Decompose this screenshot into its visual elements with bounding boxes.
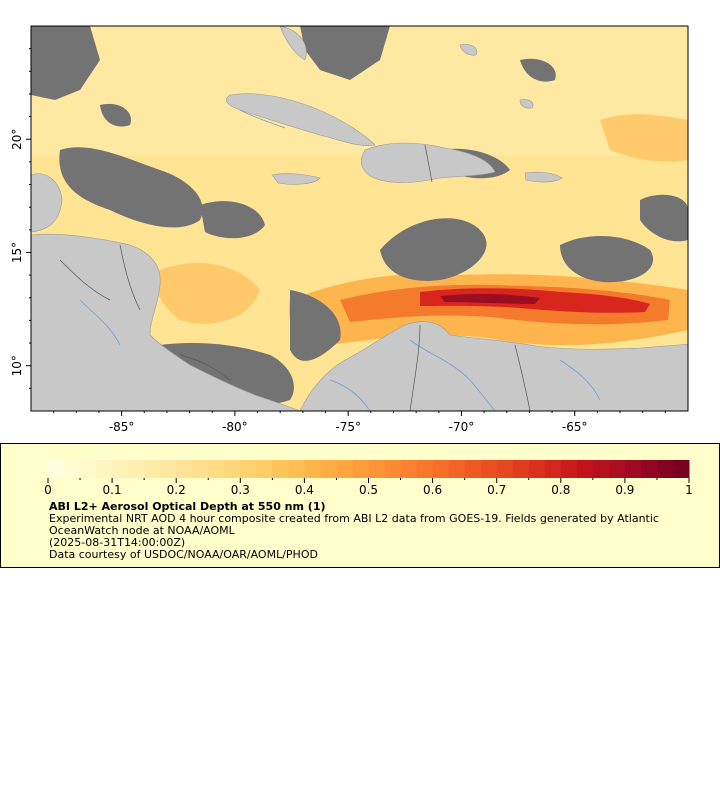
colorbar-segment bbox=[544, 460, 562, 478]
colorbar-segment bbox=[192, 460, 209, 478]
colorbar-tick-label: 0.3 bbox=[231, 483, 250, 497]
colorbar-segment bbox=[336, 460, 353, 478]
colorbar-segment bbox=[464, 460, 482, 478]
puerto-rico-land bbox=[524, 171, 563, 183]
map-panel: -85° -80° -75° -70° -65° 10° 15° 20° bbox=[10, 25, 689, 434]
colorbar-segment bbox=[240, 460, 257, 478]
aod-map: -85° -80° -75° -70° -65° 10° 15° 20° bbox=[10, 25, 689, 434]
colorbar-segment bbox=[256, 460, 273, 478]
yucatan-land bbox=[31, 173, 63, 233]
legend-text-block: ABI L2+ Aerosol Optical Depth at 550 nm … bbox=[49, 501, 699, 561]
colorbar-segment bbox=[48, 460, 65, 478]
colorbar-segment bbox=[128, 460, 145, 478]
country-borders bbox=[59, 144, 531, 411]
florida-land bbox=[279, 26, 307, 61]
lon-tick-label: -65° bbox=[562, 420, 588, 434]
colorbar-segment bbox=[416, 460, 434, 478]
longitude-axis: -85° -80° -75° -70° -65° bbox=[53, 411, 666, 434]
colorbar-segment bbox=[432, 460, 450, 478]
colorbar-segment bbox=[368, 460, 386, 478]
colorbar-segment bbox=[320, 460, 337, 478]
land-masses bbox=[31, 26, 688, 411]
colorbar bbox=[48, 460, 690, 478]
colorbar-segment bbox=[224, 460, 241, 478]
colorbar-tick-label: 0.9 bbox=[615, 483, 634, 497]
color-scale: 0 0.1 0.2 0.3 0.4 0.5 0.6 0.7 0.8 0.9 1 bbox=[44, 460, 693, 497]
colorbar-ticks: 0 0.1 0.2 0.3 0.4 0.5 0.6 0.7 0.8 0.9 1 bbox=[44, 478, 693, 497]
colorbar-tick-label: 0.7 bbox=[487, 483, 506, 497]
legend-title: ABI L2+ Aerosol Optical Depth at 550 nm … bbox=[49, 500, 326, 513]
colorbar-segment bbox=[272, 460, 289, 478]
colorbar-segment bbox=[656, 460, 674, 478]
colorbar-tick-label: 0.5 bbox=[359, 483, 378, 497]
colorbar-segment bbox=[592, 460, 610, 478]
lat-tick-label: 20° bbox=[10, 129, 24, 150]
lat-tick-label: 15° bbox=[10, 242, 24, 263]
legend-timestamp: (2025-08-31T14:00:00Z) bbox=[49, 536, 186, 549]
lon-tick-label: -75° bbox=[335, 420, 361, 434]
lon-tick-label: -80° bbox=[222, 420, 248, 434]
cuba-land bbox=[226, 93, 376, 146]
colorbar-segment bbox=[208, 460, 225, 478]
colorbar-tick-label: 0 bbox=[44, 483, 52, 497]
colorbar-tick-label: 0.8 bbox=[551, 483, 570, 497]
central-america-land bbox=[31, 233, 301, 411]
colorbar-tick-label: 0.6 bbox=[423, 483, 442, 497]
colorbar-segment bbox=[112, 460, 129, 478]
colorbar-segment bbox=[96, 460, 113, 478]
lat-tick-label: 10° bbox=[10, 355, 24, 376]
colorbar-segment bbox=[448, 460, 466, 478]
colorbar-segment bbox=[352, 460, 369, 478]
colorbar-segment bbox=[176, 460, 193, 478]
colorbar-segment bbox=[528, 460, 546, 478]
colorbar-segment bbox=[624, 460, 642, 478]
legend-description: Experimental NRT AOD 4 hour composite cr… bbox=[49, 512, 659, 537]
colorbar-segment bbox=[512, 460, 530, 478]
colorbar-segment bbox=[160, 460, 177, 478]
colorbar-segment bbox=[640, 460, 658, 478]
legend-credit: Data courtesy of USDOC/NOAA/OAR/AOML/PHO… bbox=[49, 548, 318, 561]
south-america-land bbox=[299, 321, 688, 411]
colorbar-segment bbox=[304, 460, 321, 478]
colorbar-segment bbox=[608, 460, 626, 478]
colorbar-segment bbox=[480, 460, 498, 478]
colorbar-tick-label: 1 bbox=[685, 483, 693, 497]
colorbar-segment bbox=[80, 460, 97, 478]
colorbar-tick-label: 0.4 bbox=[295, 483, 314, 497]
jamaica-land bbox=[271, 173, 321, 185]
colorbar-segment bbox=[64, 460, 81, 478]
colorbar-segment bbox=[576, 460, 594, 478]
colorbar-segment bbox=[288, 460, 305, 478]
colorbar-segment bbox=[400, 460, 418, 478]
colorbar-segment bbox=[672, 460, 690, 478]
legend-panel: 0 0.1 0.2 0.3 0.4 0.5 0.6 0.7 0.8 0.9 1 ABI L2+ Ae… bbox=[0, 443, 720, 568]
colorbar-tick-label: 0.1 bbox=[103, 483, 122, 497]
lon-tick-label: -85° bbox=[109, 420, 135, 434]
latitude-axis: 10° 15° 20° bbox=[10, 48, 31, 389]
colorbar-segment bbox=[144, 460, 161, 478]
lon-tick-label: -70° bbox=[449, 420, 475, 434]
colorbar-segment bbox=[560, 460, 578, 478]
colorbar-segment bbox=[384, 460, 402, 478]
colorbar-tick-label: 0.2 bbox=[167, 483, 186, 497]
colorbar-segment bbox=[496, 460, 514, 478]
map-frame bbox=[30, 25, 689, 412]
rivers bbox=[79, 109, 601, 411]
